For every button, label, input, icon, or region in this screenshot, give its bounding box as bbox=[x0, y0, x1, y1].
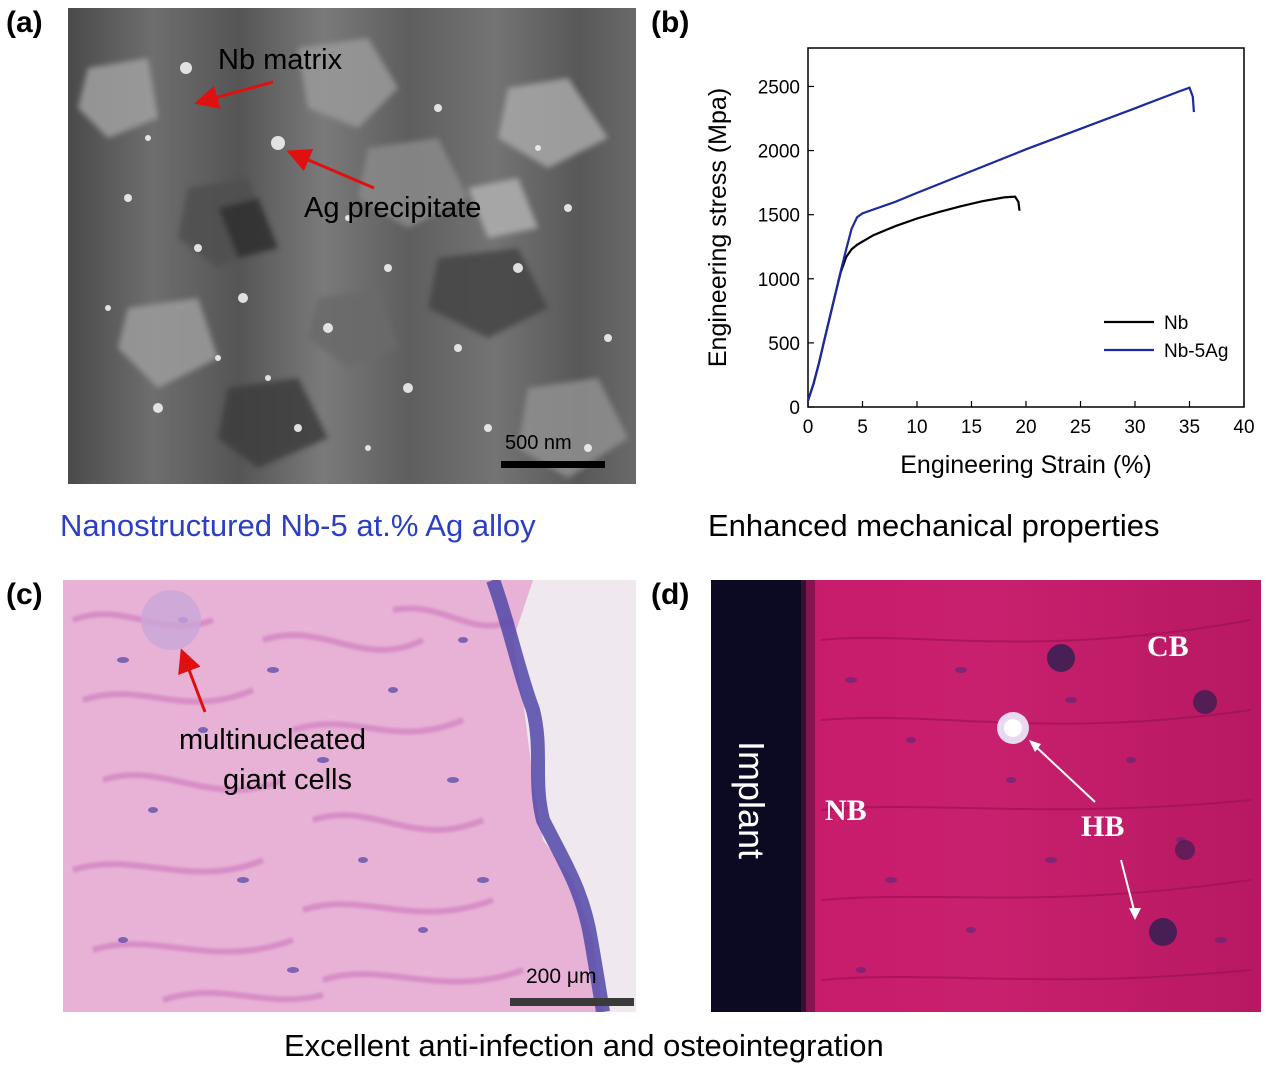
histology-image: multinucleated giant cells 200 μm bbox=[63, 580, 636, 1012]
y-tick-label: 2000 bbox=[758, 142, 800, 163]
panel-c-label: (c) bbox=[6, 578, 43, 611]
panel-d-label: (d) bbox=[651, 578, 690, 611]
series-line-nb bbox=[806, 195, 1021, 401]
x-tick-label: 30 bbox=[1124, 417, 1145, 438]
x-tick-label: 35 bbox=[1179, 417, 1200, 438]
x-tick-label: 40 bbox=[1233, 417, 1254, 438]
y-tick-label: 1000 bbox=[758, 270, 800, 291]
giant-cells-label-line1: multinucleated bbox=[179, 724, 366, 756]
y-tick-label: 500 bbox=[768, 334, 800, 355]
y-tick-label: 2500 bbox=[758, 77, 800, 98]
implant-label: Implant bbox=[731, 740, 772, 860]
y-tick-label: 1500 bbox=[758, 206, 800, 227]
bone-histology-image: Implant NB CB HB bbox=[711, 580, 1261, 1012]
x-tick-label: 15 bbox=[961, 417, 982, 438]
x-tick-label: 25 bbox=[1070, 417, 1091, 438]
annotation-arrows bbox=[194, 80, 375, 190]
x-axis-label: Engineering Strain (%) bbox=[900, 451, 1152, 479]
caption-mechanical: Enhanced mechanical properties bbox=[708, 508, 1160, 543]
x-tick-label: 5 bbox=[857, 417, 868, 438]
legend-label: Nb-5Ag bbox=[1164, 341, 1228, 362]
giant-cells-label-line2: giant cells bbox=[223, 764, 352, 796]
y-axis-label: Engineering stress (Mpa) bbox=[704, 88, 732, 367]
scale-bar-200um: 200 μm bbox=[526, 965, 597, 988]
x-tick-label: 10 bbox=[906, 417, 927, 438]
nb-label: NB bbox=[825, 794, 867, 827]
x-tick-label: 20 bbox=[1015, 417, 1036, 438]
cb-label: CB bbox=[1147, 630, 1189, 663]
micrograph-image: Nb matrix Ag precipitate 500 nm bbox=[68, 8, 636, 484]
hb-label: HB bbox=[1081, 810, 1125, 843]
stress-strain-chart: 0 5 10 15 20 25 30 35 40 0 500 1000 1500 2000 2500 Engi… bbox=[704, 47, 1255, 479]
scale-bar-500nm: 500 nm bbox=[505, 432, 572, 454]
caption-alloy: Nanostructured Nb-5 at.% Ag alloy bbox=[60, 508, 536, 543]
caption-osteointegration: Excellent anti-infection and osteointegr… bbox=[284, 1028, 884, 1063]
x-tick-label: 0 bbox=[803, 417, 814, 438]
nb-matrix-label: Nb matrix bbox=[218, 44, 343, 76]
giant-cells-arrow bbox=[178, 648, 207, 713]
ag-precipitate-label: Ag precipitate bbox=[304, 192, 482, 224]
panel-a-label: (a) bbox=[6, 6, 43, 39]
y-tick-label: 0 bbox=[789, 398, 800, 419]
series-line-nb-5ag bbox=[806, 86, 1195, 401]
panel-b-label: (b) bbox=[651, 6, 690, 39]
legend-label: Nb bbox=[1164, 313, 1188, 334]
